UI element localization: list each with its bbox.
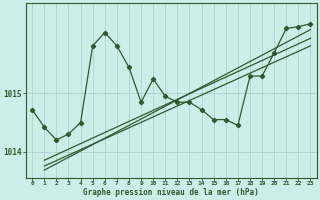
X-axis label: Graphe pression niveau de la mer (hPa): Graphe pression niveau de la mer (hPa) — [84, 188, 259, 197]
